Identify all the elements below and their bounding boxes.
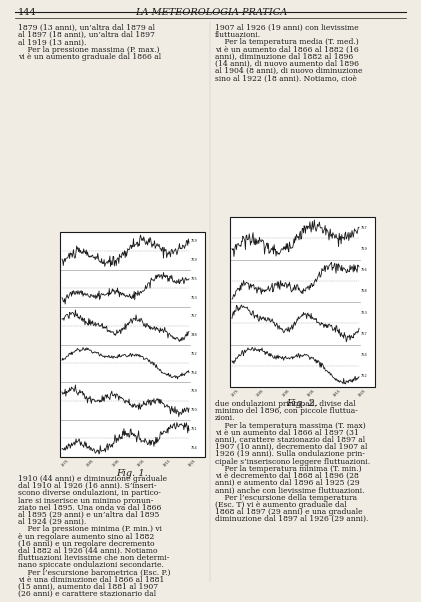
Text: 752: 752 bbox=[361, 374, 368, 379]
Text: scono diverse ondulazioni, in partico-: scono diverse ondulazioni, in partico- bbox=[18, 489, 161, 497]
Text: 1879 (13 anni), un’altra dal 1879 al: 1879 (13 anni), un’altra dal 1879 al bbox=[18, 24, 155, 32]
Text: anni) anche con lievissime fluttuazioni.: anni) anche con lievissime fluttuazioni. bbox=[215, 486, 365, 494]
Text: Per l’escursione barometrica (Esc. P.): Per l’escursione barometrica (Esc. P.) bbox=[18, 569, 171, 577]
Text: 759: 759 bbox=[361, 247, 368, 251]
Text: 1895: 1895 bbox=[111, 459, 120, 468]
Text: 1875: 1875 bbox=[230, 389, 240, 398]
Text: Fig. 1.: Fig. 1. bbox=[117, 469, 148, 478]
Text: 1907 (10 anni), decremento dal 1907 al: 1907 (10 anni), decremento dal 1907 al bbox=[215, 443, 368, 452]
Text: anni), diminuzione dal 1882 al 1896: anni), diminuzione dal 1882 al 1896 bbox=[215, 53, 353, 61]
Text: Per la temperatura massima (T. max): Per la temperatura massima (T. max) bbox=[215, 421, 366, 430]
Text: 756: 756 bbox=[361, 268, 368, 272]
Text: Fig. 2.: Fig. 2. bbox=[287, 399, 318, 408]
Text: 755: 755 bbox=[191, 277, 198, 281]
Text: vi è un aumento dal 1866 al 1897 (31: vi è un aumento dal 1866 al 1897 (31 bbox=[215, 429, 359, 437]
Text: 753: 753 bbox=[191, 296, 198, 300]
Text: vi è decremento dal 1868 al 1896 (28: vi è decremento dal 1868 al 1896 (28 bbox=[215, 472, 359, 480]
Text: 1915: 1915 bbox=[162, 459, 171, 468]
Text: vi è una diminuzione dal 1866 al 1881: vi è una diminuzione dal 1866 al 1881 bbox=[18, 576, 164, 584]
Text: 757: 757 bbox=[361, 332, 368, 336]
Text: Per la temperatura media (T. med.): Per la temperatura media (T. med.) bbox=[215, 39, 359, 46]
Text: 1885: 1885 bbox=[256, 389, 265, 398]
Text: 1895: 1895 bbox=[281, 389, 290, 398]
Text: (Esc. T) vi è aumento graduale dal: (Esc. T) vi è aumento graduale dal bbox=[215, 501, 347, 509]
Text: due ondulazioni principali, divise dal: due ondulazioni principali, divise dal bbox=[215, 400, 356, 408]
Text: 764: 764 bbox=[361, 353, 368, 357]
Text: lare si inserisce un minimo pronun-: lare si inserisce un minimo pronun- bbox=[18, 497, 153, 504]
Text: (16 anni) e un regolare decremento: (16 anni) e un regolare decremento bbox=[18, 540, 155, 548]
Text: è un regolare aumento sino al 1882: è un regolare aumento sino al 1882 bbox=[18, 533, 154, 541]
Text: 144: 144 bbox=[18, 8, 37, 17]
Text: fluttuazioni.: fluttuazioni. bbox=[215, 31, 261, 39]
Bar bbox=[60, 232, 205, 457]
Bar bbox=[230, 217, 375, 387]
Text: al 1904 (8 anni), di nuovo diminuzione: al 1904 (8 anni), di nuovo diminuzione bbox=[215, 67, 362, 75]
Text: 1907 al 1926 (19 anni) con lievissime: 1907 al 1926 (19 anni) con lievissime bbox=[215, 24, 359, 32]
Text: dal 1910 al 1926 (16 anni). S’inseri-: dal 1910 al 1926 (16 anni). S’inseri- bbox=[18, 482, 157, 490]
Text: 748: 748 bbox=[191, 333, 198, 337]
Text: al 1895 (29 anni) e un’altra dal 1895: al 1895 (29 anni) e un’altra dal 1895 bbox=[18, 511, 160, 519]
Text: 1915: 1915 bbox=[332, 389, 341, 398]
Text: Per la pressione massima (P. max.): Per la pressione massima (P. max.) bbox=[18, 46, 160, 54]
Text: 754: 754 bbox=[191, 371, 198, 374]
Text: Per la pressione minima (P. min.) vi: Per la pressione minima (P. min.) vi bbox=[18, 526, 162, 533]
Text: sino al 1922 (18 anni). Notiamo, cioè: sino al 1922 (18 anni). Notiamo, cioè bbox=[215, 75, 357, 82]
Text: fluttuazioni lievissime che non determi-: fluttuazioni lievissime che non determi- bbox=[18, 554, 169, 562]
Text: 757: 757 bbox=[191, 314, 198, 318]
Text: 757: 757 bbox=[361, 226, 368, 229]
Text: 754: 754 bbox=[191, 445, 198, 450]
Text: nano spiccate ondulazioni secondarie.: nano spiccate ondulazioni secondarie. bbox=[18, 562, 164, 569]
Text: anni), carattere stazionazio dal 1897 al: anni), carattere stazionazio dal 1897 al bbox=[215, 436, 365, 444]
Text: al 1919 (13 anni).: al 1919 (13 anni). bbox=[18, 39, 86, 46]
Text: diminuzione dal 1897 al 1926 (29 anni).: diminuzione dal 1897 al 1926 (29 anni). bbox=[215, 515, 368, 523]
Text: ziato nel 1895. Una onda va dal 1866: ziato nel 1895. Una onda va dal 1866 bbox=[18, 504, 161, 512]
Text: (15 anni), aumento dal 1881 al 1907: (15 anni), aumento dal 1881 al 1907 bbox=[18, 583, 158, 591]
Text: 1910 (44 anni) e diminuzione graduale: 1910 (44 anni) e diminuzione graduale bbox=[18, 475, 167, 483]
Text: Per l’escursione della temperatura: Per l’escursione della temperatura bbox=[215, 494, 357, 501]
Text: dal 1882 al 1926 (44 anni). Notiamo: dal 1882 al 1926 (44 anni). Notiamo bbox=[18, 547, 157, 555]
Text: 1925: 1925 bbox=[357, 389, 367, 398]
Text: 763: 763 bbox=[361, 311, 368, 315]
Text: (14 anni), di nuovo aumento dal 1896: (14 anni), di nuovo aumento dal 1896 bbox=[215, 60, 359, 68]
Text: 1875: 1875 bbox=[60, 459, 69, 468]
Text: 750: 750 bbox=[191, 408, 198, 412]
Text: LA METEOROLOGIA PRATICA: LA METEOROLOGIA PRATICA bbox=[135, 8, 287, 17]
Text: 751: 751 bbox=[191, 427, 198, 431]
Text: vi è un aumento graduale dal 1866 al: vi è un aumento graduale dal 1866 al bbox=[18, 53, 161, 61]
Text: 1885: 1885 bbox=[86, 459, 95, 468]
Text: 1905: 1905 bbox=[306, 389, 316, 398]
Text: 752: 752 bbox=[191, 352, 198, 356]
Text: 1868 al 1897 (29 anni) e una graduale: 1868 al 1897 (29 anni) e una graduale bbox=[215, 508, 362, 516]
Text: 1905: 1905 bbox=[136, 459, 146, 468]
Text: vi è un aumento dal 1866 al 1882 (16: vi è un aumento dal 1866 al 1882 (16 bbox=[215, 46, 359, 54]
Text: (26 anni) e carattere stazionario dal: (26 anni) e carattere stazionario dal bbox=[18, 590, 156, 598]
Text: anni) e aumento dal 1896 al 1925 (29: anni) e aumento dal 1896 al 1925 (29 bbox=[215, 479, 360, 487]
Text: minimo del 1896, con piccole fluttua-: minimo del 1896, con piccole fluttua- bbox=[215, 407, 358, 415]
Text: al 1897 (18 anni), un’altra dal 1897: al 1897 (18 anni), un’altra dal 1897 bbox=[18, 31, 155, 39]
Text: 759: 759 bbox=[191, 389, 198, 393]
Text: 1925: 1925 bbox=[187, 459, 197, 468]
Text: 758: 758 bbox=[361, 290, 368, 293]
Text: 759: 759 bbox=[191, 258, 198, 262]
Text: zioni.: zioni. bbox=[215, 414, 235, 423]
Text: al 1924 (29 anni).: al 1924 (29 anni). bbox=[18, 518, 86, 526]
Text: 1926 (19 anni). Sulla ondulazione prin-: 1926 (19 anni). Sulla ondulazione prin- bbox=[215, 450, 365, 458]
Text: 759: 759 bbox=[191, 240, 198, 243]
Text: Per la temperatura minima (T. min.): Per la temperatura minima (T. min.) bbox=[215, 465, 362, 473]
Text: cipale s’inseriscono leggere fluttuazioni.: cipale s’inseriscono leggere fluttuazion… bbox=[215, 458, 370, 465]
